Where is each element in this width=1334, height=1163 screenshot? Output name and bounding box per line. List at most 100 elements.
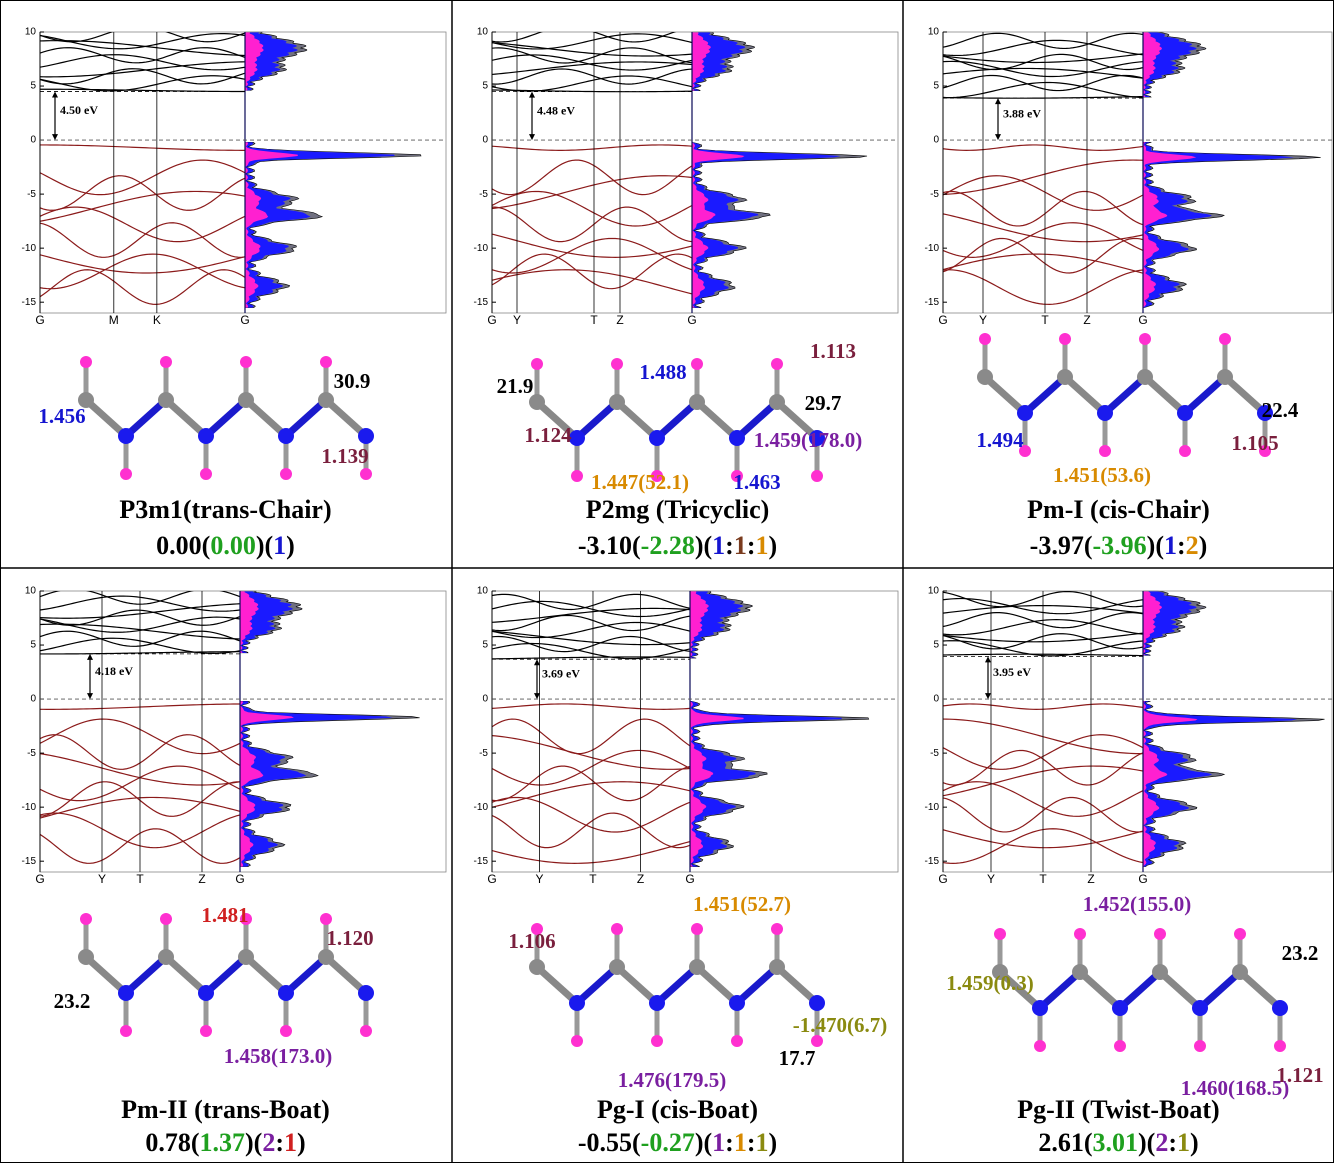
atom [78, 949, 94, 965]
valence-band [40, 145, 245, 150]
valence-band [492, 797, 690, 832]
k-point-label: T [589, 872, 597, 886]
energy-part: ( [202, 531, 211, 560]
k-point-label: G [687, 313, 696, 327]
energy-line: -3.97(-3.96)(1:2) [1030, 531, 1208, 560]
atom [769, 959, 785, 975]
energy-part: -2.28 [641, 531, 695, 560]
k-point-label: Y [513, 313, 521, 327]
conduction-band [492, 62, 692, 75]
atom-h [611, 358, 623, 370]
atom-h [120, 1025, 132, 1037]
y-tick-label: -5 [930, 748, 939, 759]
bond-label: 1.476(179.5) [618, 1068, 727, 1092]
bond [1025, 377, 1065, 413]
atom [318, 949, 334, 965]
dos-area [1143, 142, 1294, 307]
bond-label: 1.459(178.0) [754, 428, 863, 452]
bond-label: 23.2 [54, 989, 91, 1013]
bond-label: 1.459(0.3) [946, 971, 1034, 995]
bond-label: 1.488 [639, 360, 686, 384]
k-point-label: G [35, 313, 44, 327]
gap-label: 4.50 eV [60, 103, 98, 117]
energy-part: 1 [756, 1128, 769, 1157]
atom [1217, 369, 1233, 385]
k-point-label: Y [98, 872, 106, 886]
k-point-label: G [35, 872, 44, 886]
atom [358, 428, 374, 444]
structure-name: Pm-II (trans-Boat) [121, 1095, 330, 1124]
bond-label: 1.458(173.0) [224, 1044, 333, 1068]
energy-part: ( [632, 531, 641, 560]
y-tick-label: -10 [22, 802, 37, 813]
energy-part: : [725, 531, 734, 560]
atom-h [571, 1035, 583, 1047]
energy-part: )( [695, 1128, 712, 1157]
bond [286, 957, 326, 993]
gap-label: 3.69 eV [542, 667, 580, 681]
atom-h [160, 913, 172, 925]
y-tick-label: -15 [925, 297, 940, 308]
atom-h [160, 356, 172, 368]
bond-label: 1.452(155.0) [1083, 892, 1192, 916]
dos-area [690, 701, 842, 866]
energy-part: 1 [734, 531, 747, 560]
bond-label: 1.494 [976, 428, 1024, 452]
y-tick-label: 0 [933, 135, 939, 146]
k-point-label: G [938, 872, 947, 886]
energy-part: 1 [273, 531, 286, 560]
k-point-label: Y [987, 872, 995, 886]
atom-h [571, 470, 583, 482]
valence-band [40, 160, 245, 195]
gap-label: 4.18 eV [95, 664, 133, 678]
atom-h [1139, 333, 1151, 345]
y-tick-label: -5 [479, 748, 488, 759]
valence-band [943, 214, 1143, 242]
bond [286, 400, 326, 436]
y-tick-label: 0 [482, 694, 488, 705]
energy-part: 1 [284, 1128, 297, 1157]
energy-part: ( [1084, 531, 1093, 560]
bond [86, 400, 126, 436]
atom [569, 995, 585, 1011]
bond-label: 1.106 [508, 929, 555, 953]
k-point-label: M [109, 313, 119, 327]
bond [617, 402, 657, 438]
y-tick-label: 5 [30, 81, 36, 92]
arrow-head [87, 654, 93, 660]
energy-part: -0.27 [641, 1128, 695, 1157]
atom-h [80, 913, 92, 925]
bond-label: 1.139 [321, 444, 368, 468]
energy-line: 0.78(1.37)(2:1) [145, 1128, 305, 1157]
atom-h [1099, 445, 1111, 457]
atom-h [1274, 1040, 1286, 1052]
energy-part: ) [769, 1128, 778, 1157]
conduction-band [943, 82, 1143, 97]
energy-part: 2.61 [1038, 1128, 1084, 1157]
dos-area [240, 701, 393, 866]
bond [737, 967, 777, 1003]
valence-band [492, 719, 690, 754]
atom-h [771, 358, 783, 370]
valence-band [943, 160, 1143, 194]
k-point-label: G [487, 313, 496, 327]
k-point-label: G [938, 313, 947, 327]
arrow-head [529, 92, 535, 98]
arrow-head [985, 693, 991, 699]
atom [198, 985, 214, 1001]
atom [1137, 369, 1153, 385]
energy-line: -0.55(-0.27)(1:1:1) [578, 1128, 777, 1157]
k-point-label: T [1039, 872, 1047, 886]
dos-area [692, 142, 841, 307]
energy-line: 2.61(3.01)(2:1) [1038, 1128, 1198, 1157]
atom-h [80, 356, 92, 368]
atom [1072, 964, 1088, 980]
bond [577, 967, 617, 1003]
energy-part: ) [1199, 531, 1208, 560]
bond [1065, 377, 1105, 413]
energy-part: ( [1084, 1128, 1093, 1157]
bond [1225, 377, 1265, 413]
energy-part: 2 [1186, 531, 1199, 560]
atom-h [1074, 928, 1086, 940]
bond-label: 1.447(52.1) [591, 470, 689, 494]
